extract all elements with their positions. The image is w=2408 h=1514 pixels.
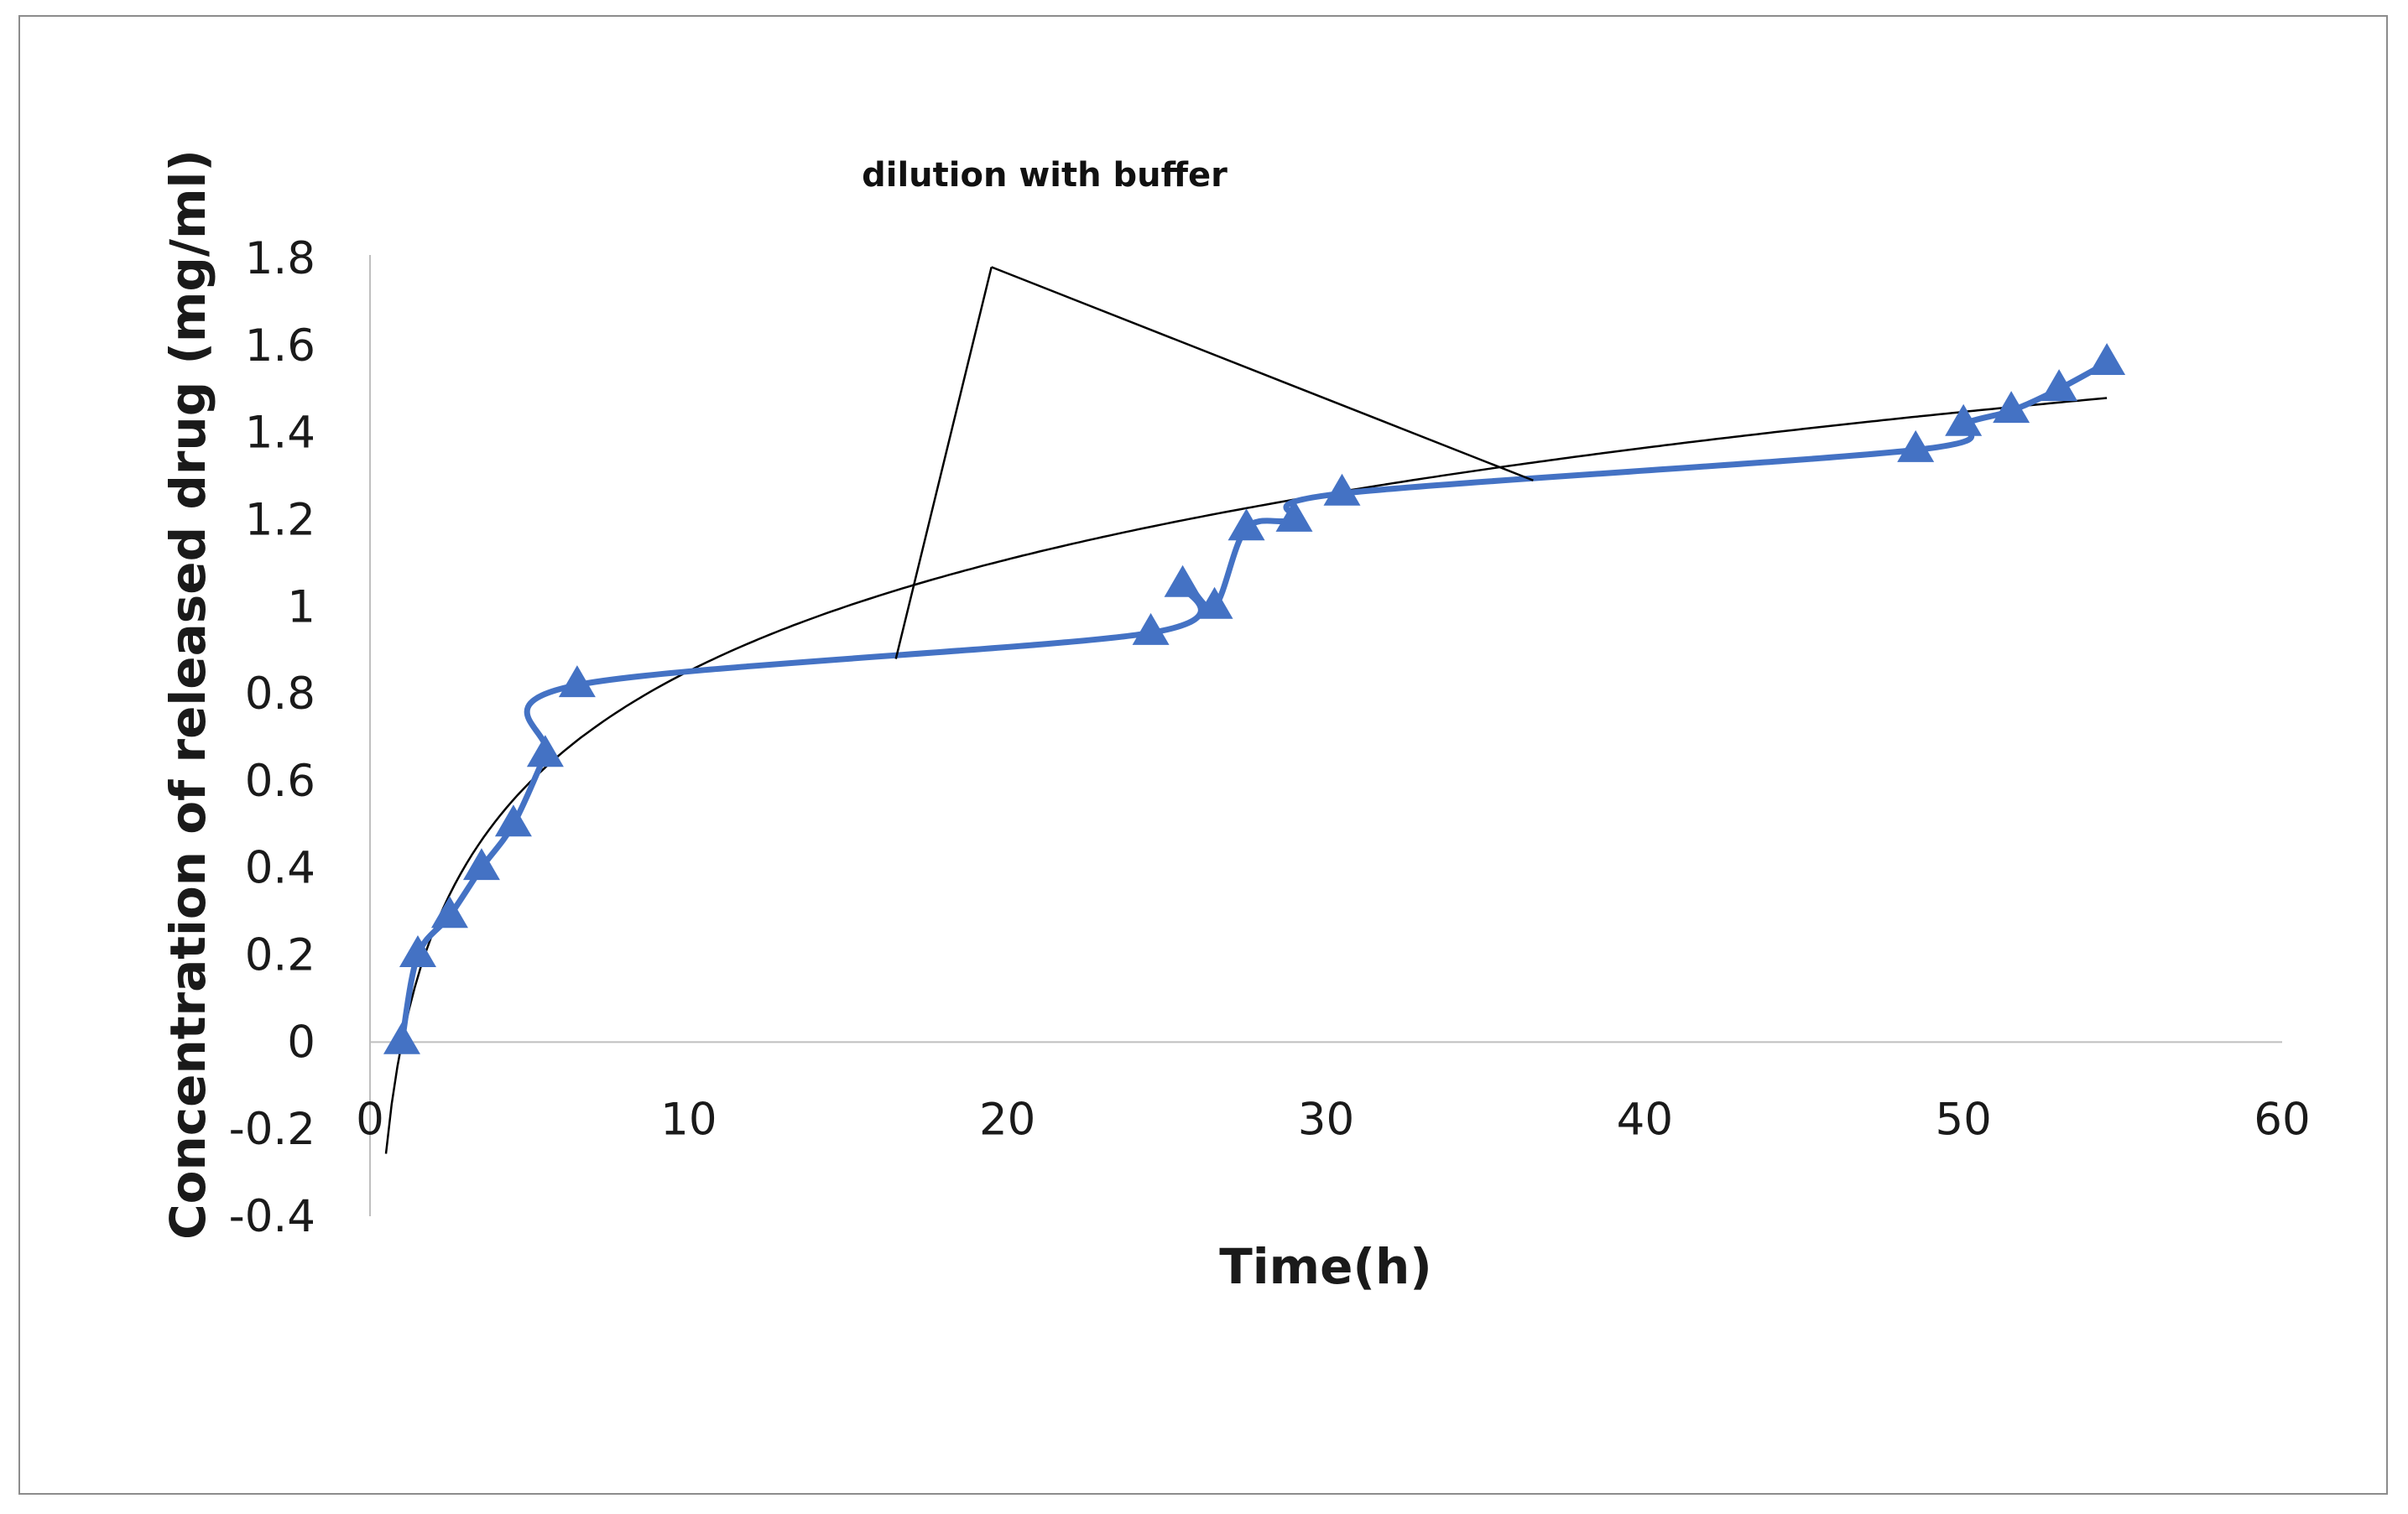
y-tick-label: 1.8 [245,233,315,284]
annotation-text: dilution with buffer [862,156,1227,195]
x-tick-label: 10 [660,1094,717,1145]
trendline [384,397,2108,1154]
y-tick-label: 1.2 [245,494,315,545]
data-point-marker [558,665,596,698]
y-tick-label: 0.2 [245,930,315,981]
annotation-leader-line [991,266,1534,481]
x-tick-label: 0 [356,1094,384,1145]
series-layer [383,343,2126,1054]
axes [369,255,2282,1216]
data-point-marker [1132,612,1170,645]
x-tick-label: 40 [1617,1094,1673,1145]
y-tick-label: 0.8 [245,669,315,720]
y-tick-label: 0.4 [245,843,315,894]
data-point-marker [383,1022,420,1054]
y-tick-label: 0 [287,1017,315,1068]
data-point-marker [494,804,532,837]
data-point-marker [1275,499,1313,532]
series-line [399,360,2108,1043]
chart-frame [18,15,2388,1495]
data-point-marker [1993,391,2030,424]
x-tick-label: 20 [979,1094,1035,1145]
data-point-marker [1323,473,1361,506]
y-tick-label: 0.6 [245,756,315,807]
data-point-marker [430,896,468,929]
trendline-layer [384,397,2108,1154]
data-point-marker [2088,343,2126,376]
label-layer: 0 10 20 30 40 50 60 -0.4 -0.2 0 0.2 0.4 0.6 0.8 1 1.2 1.… [159,149,2311,1295]
annotation-leader-line [894,267,993,659]
x-tick-label: 60 [2254,1094,2310,1145]
data-point-marker [1227,508,1265,541]
y-tick-label: 1.6 [245,320,315,372]
data-point-marker [526,735,564,767]
y-tick-label: 1 [287,581,315,632]
y-tick-label: -0.4 [229,1191,315,1242]
data-point-marker [2041,369,2078,402]
annotation-layer: dilution with buffer [862,156,1534,659]
y-axis-title: Concentration of released drug (mg/ml) [159,149,216,1240]
data-point-marker [1164,564,1201,597]
y-tick-label: -0.2 [229,1104,315,1155]
y-tick-label: 1.4 [245,408,315,459]
data-point-marker [399,934,436,967]
data-point-marker [1945,403,1983,436]
data-point-marker [1897,429,1935,462]
data-point-marker [1196,586,1233,619]
x-tick-label: 50 [1935,1094,1991,1145]
x-tick-label: 30 [1298,1094,1354,1145]
data-point-marker [462,848,500,881]
x-axis-title: Time(h) [1219,1238,1432,1295]
